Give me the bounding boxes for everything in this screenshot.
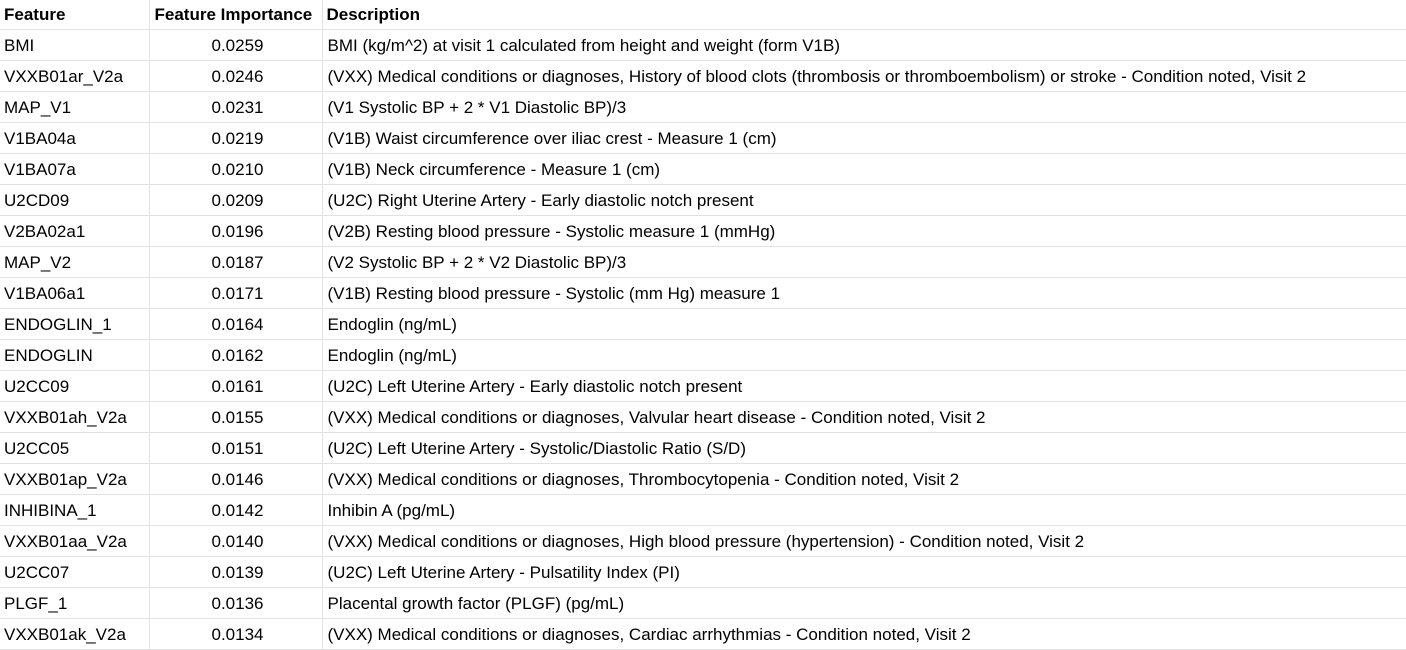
importance-cell[interactable]: 0.0142 bbox=[149, 494, 323, 526]
table-row: V1BA04a 0.0219 (V1B) Waist circumference… bbox=[0, 122, 1406, 154]
description-cell[interactable]: (U2C) Left Uterine Artery - Systolic/Dia… bbox=[322, 432, 1406, 464]
feature-cell[interactable]: VXXB01aa_V2a bbox=[0, 525, 150, 557]
table-row: U2CC07 0.0139 (U2C) Left Uterine Artery … bbox=[0, 556, 1406, 588]
importance-cell[interactable]: 0.0140 bbox=[149, 525, 323, 557]
header-feature[interactable]: Feature bbox=[0, 0, 150, 30]
description-cell[interactable]: (VXX) Medical conditions or diagnoses, C… bbox=[322, 618, 1406, 650]
feature-cell[interactable]: U2CC05 bbox=[0, 432, 150, 464]
description-cell[interactable]: Placental growth factor (PLGF) (pg/mL) bbox=[322, 587, 1406, 619]
table-row: PLGF_1 0.0136 Placental growth factor (P… bbox=[0, 587, 1406, 619]
table-row: U2CD09 0.0209 (U2C) Right Uterine Artery… bbox=[0, 184, 1406, 216]
table-row: ENDOGLIN 0.0162 Endoglin (ng/mL) bbox=[0, 339, 1406, 371]
feature-cell[interactable]: INHIBINA_1 bbox=[0, 494, 150, 526]
feature-cell[interactable]: V2BA02a1 bbox=[0, 215, 150, 247]
table-row: U2CC05 0.0151 (U2C) Left Uterine Artery … bbox=[0, 432, 1406, 464]
importance-cell[interactable]: 0.0162 bbox=[149, 339, 323, 371]
header-description[interactable]: Description bbox=[322, 0, 1406, 30]
importance-cell[interactable]: 0.0155 bbox=[149, 401, 323, 433]
table-row: VXXB01aa_V2a 0.0140 (VXX) Medical condit… bbox=[0, 525, 1406, 557]
feature-cell[interactable]: V1BA04a bbox=[0, 122, 150, 154]
feature-cell[interactable]: BMI bbox=[0, 29, 150, 61]
table-row: V2BA02a1 0.0196 (V2B) Resting blood pres… bbox=[0, 215, 1406, 247]
feature-cell[interactable]: ENDOGLIN bbox=[0, 339, 150, 371]
feature-cell[interactable]: VXXB01ak_V2a bbox=[0, 618, 150, 650]
table-row: VXXB01ah_V2a 0.0155 (VXX) Medical condit… bbox=[0, 401, 1406, 433]
feature-cell[interactable]: MAP_V2 bbox=[0, 246, 150, 278]
description-cell[interactable]: (V1 Systolic BP + 2 * V1 Diastolic BP)/3 bbox=[322, 91, 1406, 123]
table-row: VXXB01ar_V2a 0.0246 (VXX) Medical condit… bbox=[0, 60, 1406, 92]
description-cell[interactable]: BMI (kg/m^2) at visit 1 calculated from … bbox=[322, 29, 1406, 61]
description-cell[interactable]: (V1B) Waist circumference over iliac cre… bbox=[322, 122, 1406, 154]
table-row: VXXB01ap_V2a 0.0146 (VXX) Medical condit… bbox=[0, 463, 1406, 495]
description-cell[interactable]: (U2C) Left Uterine Artery - Pulsatility … bbox=[322, 556, 1406, 588]
feature-cell[interactable]: U2CD09 bbox=[0, 184, 150, 216]
table-row: U2CC09 0.0161 (U2C) Left Uterine Artery … bbox=[0, 370, 1406, 402]
feature-cell[interactable]: MAP_V1 bbox=[0, 91, 150, 123]
feature-cell[interactable]: PLGF_1 bbox=[0, 587, 150, 619]
importance-cell[interactable]: 0.0196 bbox=[149, 215, 323, 247]
table-body: BMI 0.0259 BMI (kg/m^2) at visit 1 calcu… bbox=[0, 29, 1406, 650]
table-row: INHIBINA_1 0.0142 Inhibin A (pg/mL) bbox=[0, 494, 1406, 526]
importance-cell[interactable]: 0.0164 bbox=[149, 308, 323, 340]
description-cell[interactable]: (V2 Systolic BP + 2 * V2 Diastolic BP)/3 bbox=[322, 246, 1406, 278]
description-cell[interactable]: (V2B) Resting blood pressure - Systolic … bbox=[322, 215, 1406, 247]
description-cell[interactable]: Endoglin (ng/mL) bbox=[322, 339, 1406, 371]
description-cell[interactable]: (U2C) Left Uterine Artery - Early diasto… bbox=[322, 370, 1406, 402]
importance-cell[interactable]: 0.0219 bbox=[149, 122, 323, 154]
feature-cell[interactable]: U2CC09 bbox=[0, 370, 150, 402]
description-cell[interactable]: (V1B) Resting blood pressure - Systolic … bbox=[322, 277, 1406, 309]
description-cell[interactable]: Inhibin A (pg/mL) bbox=[322, 494, 1406, 526]
header-row: Feature Feature Importance Description bbox=[0, 0, 1406, 30]
feature-cell[interactable]: VXXB01ap_V2a bbox=[0, 463, 150, 495]
feature-cell[interactable]: V1BA06a1 bbox=[0, 277, 150, 309]
description-cell[interactable]: (VXX) Medical conditions or diagnoses, H… bbox=[322, 525, 1406, 557]
feature-cell[interactable]: ENDOGLIN_1 bbox=[0, 308, 150, 340]
feature-cell[interactable]: VXXB01ah_V2a bbox=[0, 401, 150, 433]
feature-cell[interactable]: V1BA07a bbox=[0, 153, 150, 185]
description-cell[interactable]: Endoglin (ng/mL) bbox=[322, 308, 1406, 340]
table-row: V1BA06a1 0.0171 (V1B) Resting blood pres… bbox=[0, 277, 1406, 309]
table-row: V1BA07a 0.0210 (V1B) Neck circumference … bbox=[0, 153, 1406, 185]
description-cell[interactable]: (VXX) Medical conditions or diagnoses, V… bbox=[322, 401, 1406, 433]
importance-cell[interactable]: 0.0134 bbox=[149, 618, 323, 650]
importance-cell[interactable]: 0.0210 bbox=[149, 153, 323, 185]
table-row: MAP_V2 0.0187 (V2 Systolic BP + 2 * V2 D… bbox=[0, 246, 1406, 278]
importance-cell[interactable]: 0.0136 bbox=[149, 587, 323, 619]
importance-cell[interactable]: 0.0246 bbox=[149, 60, 323, 92]
importance-cell[interactable]: 0.0209 bbox=[149, 184, 323, 216]
table-row: VXXB01ak_V2a 0.0134 (VXX) Medical condit… bbox=[0, 618, 1406, 650]
importance-cell[interactable]: 0.0161 bbox=[149, 370, 323, 402]
table-row: BMI 0.0259 BMI (kg/m^2) at visit 1 calcu… bbox=[0, 29, 1406, 61]
importance-cell[interactable]: 0.0259 bbox=[149, 29, 323, 61]
importance-cell[interactable]: 0.0187 bbox=[149, 246, 323, 278]
description-cell[interactable]: (U2C) Right Uterine Artery - Early diast… bbox=[322, 184, 1406, 216]
importance-cell[interactable]: 0.0231 bbox=[149, 91, 323, 123]
description-cell[interactable]: (VXX) Medical conditions or diagnoses, T… bbox=[322, 463, 1406, 495]
table-row: ENDOGLIN_1 0.0164 Endoglin (ng/mL) bbox=[0, 308, 1406, 340]
feature-cell[interactable]: U2CC07 bbox=[0, 556, 150, 588]
description-cell[interactable]: (V1B) Neck circumference - Measure 1 (cm… bbox=[322, 153, 1406, 185]
importance-cell[interactable]: 0.0146 bbox=[149, 463, 323, 495]
importance-cell[interactable]: 0.0151 bbox=[149, 432, 323, 464]
table-row: MAP_V1 0.0231 (V1 Systolic BP + 2 * V1 D… bbox=[0, 91, 1406, 123]
description-cell[interactable]: (VXX) Medical conditions or diagnoses, H… bbox=[322, 60, 1406, 92]
importance-cell[interactable]: 0.0171 bbox=[149, 277, 323, 309]
feature-cell[interactable]: VXXB01ar_V2a bbox=[0, 60, 150, 92]
importance-cell[interactable]: 0.0139 bbox=[149, 556, 323, 588]
header-feature-importance[interactable]: Feature Importance bbox=[149, 0, 323, 30]
